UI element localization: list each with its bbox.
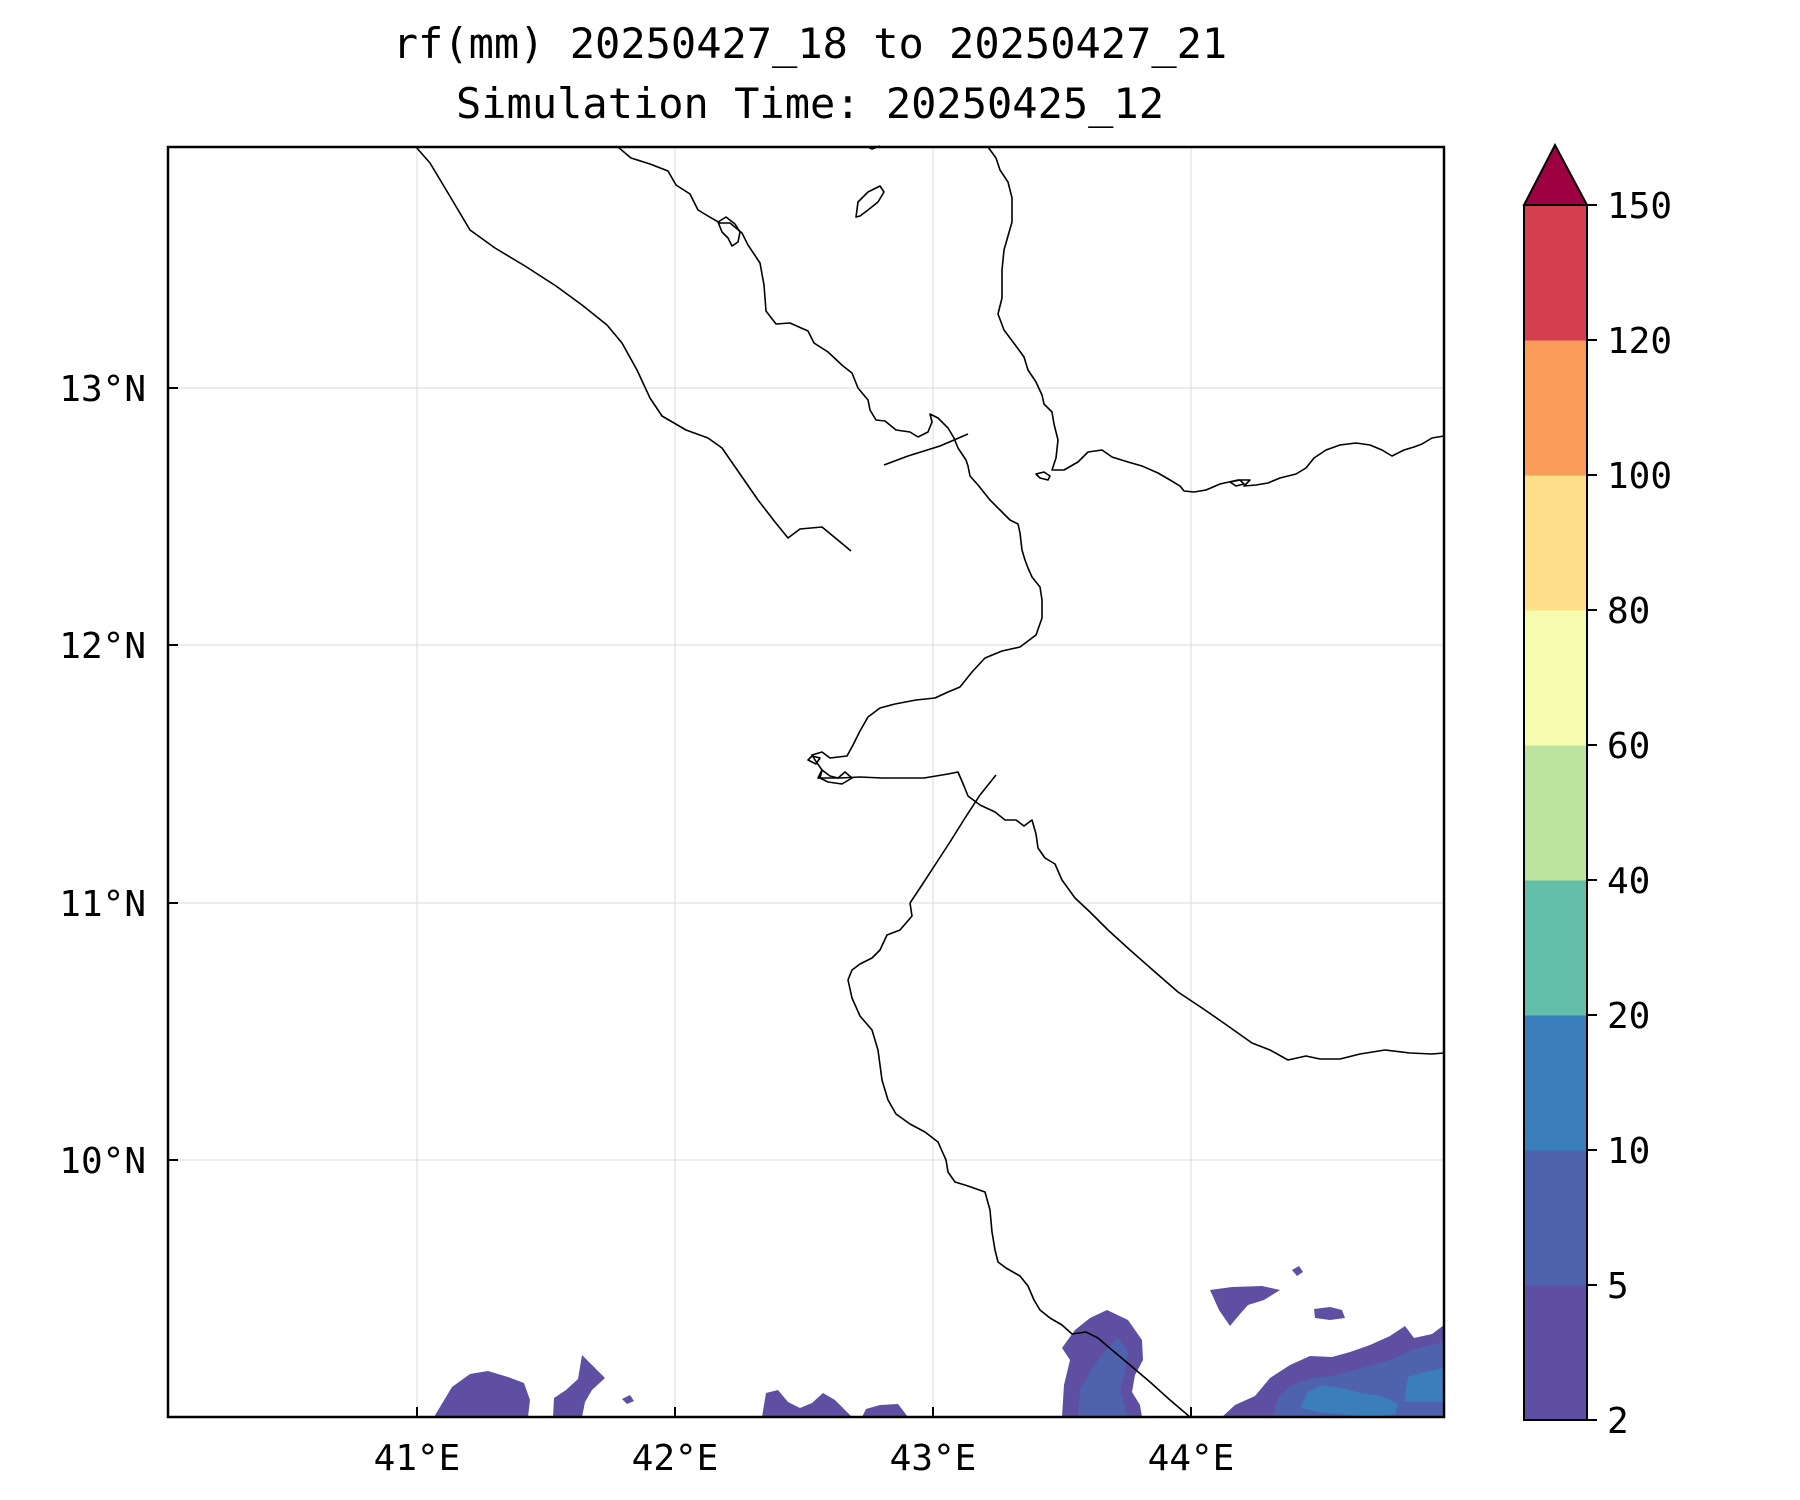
lat-tick-label: 10°N: [59, 1141, 146, 1182]
rain-area: [622, 1395, 634, 1404]
map-title: rf(mm) 20250427_18 to 20250427_21: [393, 19, 1227, 68]
lon-tick-label: 41°E: [374, 1438, 461, 1479]
colorbar-frame: [1523, 204, 1588, 1421]
colorbar: 2 5 10 20 40 60 80 100 120 150: [1522, 142, 1672, 1442]
lon-tick-label: 42°E: [632, 1438, 719, 1479]
island: [717, 216, 741, 247]
map-subtitle: Simulation Time: 20250425_12: [456, 79, 1164, 128]
island: [1229, 479, 1245, 487]
rain-area: [553, 1355, 605, 1417]
border: [883, 433, 969, 466]
coastlines-and-borders: [415, 145, 1445, 1418]
colorbar-segment: [1524, 475, 1587, 611]
lon-tick-label: 43°E: [890, 1438, 977, 1479]
colorbar-extend-arrow: [1522, 142, 1589, 206]
island: [807, 755, 821, 765]
rain-area: [1314, 1307, 1345, 1320]
colorbar-tick-label: 100: [1607, 456, 1672, 497]
colorbar-segment: [1524, 610, 1587, 746]
map-background: [168, 147, 1444, 1417]
lat-tick-label: 12°N: [59, 626, 146, 667]
map-axis-labels: 41°E 42°E 43°E 44°E 13°N 12°N 11°N 10°N: [59, 369, 1234, 1479]
colorbar-tick-label: 2: [1607, 1401, 1629, 1442]
rain-area: [434, 1371, 530, 1417]
colorbar-tick-label: 120: [1607, 321, 1672, 362]
island: [819, 769, 853, 785]
map-axis-ticks: [168, 387, 1192, 1417]
colorbar-tick-label: 10: [1607, 1131, 1650, 1172]
colorbar-segment: [1524, 880, 1587, 1016]
lat-tick-label: 11°N: [59, 884, 146, 925]
lat-tick-label: 13°N: [59, 369, 146, 410]
rain-area: [762, 1390, 852, 1417]
colorbar-tick-label: 5: [1607, 1266, 1629, 1307]
rain-area: [1404, 1368, 1444, 1402]
colorbar-tick-label: 80: [1607, 591, 1650, 632]
rainfall-contours: [434, 1266, 1444, 1417]
colorbar-segment: [1524, 1150, 1587, 1286]
colorbar-segment: [1524, 340, 1587, 476]
colorbar-segment: [1524, 745, 1587, 881]
rain-area: [1292, 1266, 1303, 1276]
rain-area: [862, 1404, 908, 1417]
border: [847, 902, 1191, 1418]
coastline: [987, 146, 1445, 493]
colorbar-segments: [1524, 205, 1587, 1421]
map-panel: [166, 145, 1446, 1419]
border: [909, 774, 997, 904]
colorbar-tick-label: 20: [1607, 996, 1650, 1037]
colorbar-segment: [1524, 1285, 1587, 1421]
rain-area: [1300, 1385, 1398, 1417]
colorbar-tick-label: 60: [1607, 726, 1650, 767]
lon-tick-label: 44°E: [1148, 1438, 1235, 1479]
colorbar-tick-label: 40: [1607, 861, 1650, 902]
map-frame: [166, 145, 1446, 1419]
coastline: [415, 146, 852, 552]
gridlines: [168, 147, 1444, 1417]
rain-area: [1210, 1286, 1280, 1326]
colorbar-segment: [1524, 1015, 1587, 1151]
colorbar-segment: [1524, 205, 1587, 341]
coastline: [598, 146, 1445, 1061]
colorbar-tick-label: 150: [1607, 186, 1672, 227]
island: [855, 185, 885, 218]
colorbar-ticks: 2 5 10 20 40 60 80 100 120 150: [1587, 186, 1672, 1442]
rain-area: [1078, 1338, 1128, 1417]
island: [1035, 471, 1051, 481]
